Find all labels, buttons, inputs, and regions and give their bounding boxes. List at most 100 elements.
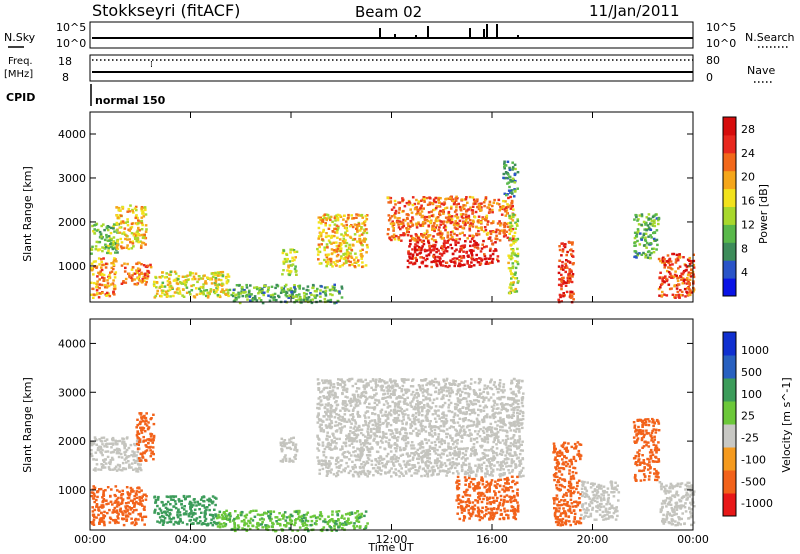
range-gate-cell	[335, 241, 338, 244]
range-gate-cell	[302, 292, 306, 295]
range-gate-cell	[331, 265, 334, 268]
range-gate-cell	[93, 486, 97, 489]
range-gate-cell	[395, 443, 399, 446]
range-gate-cell	[648, 253, 652, 256]
range-gate-cell	[359, 249, 362, 253]
range-gate-cell	[273, 292, 277, 296]
range-gate-cell	[100, 224, 103, 228]
range-gate-cell	[177, 287, 181, 290]
range-gate-cell	[106, 285, 109, 288]
range-gate-cell	[131, 521, 135, 524]
range-gate-cell	[319, 513, 323, 516]
range-gate-cell	[464, 430, 467, 434]
range-gate-cell	[688, 278, 692, 281]
range-gate-cell	[364, 439, 367, 442]
range-gate-cell	[462, 250, 465, 253]
range-gate-cell	[140, 459, 143, 462]
range-gate-cell	[109, 231, 113, 235]
range-gate-cell	[459, 245, 463, 248]
range-gate-cell	[507, 414, 511, 417]
range-gate-cell	[121, 461, 125, 465]
range-gate-cell	[486, 392, 490, 395]
range-gate-cell	[430, 219, 433, 222]
range-gate-cell	[161, 520, 164, 523]
range-gate-cell	[673, 285, 676, 288]
range-gate-cell	[114, 521, 117, 525]
range-gate-cell	[347, 213, 350, 217]
range-gate-cell	[188, 495, 191, 498]
range-gate-cell	[453, 446, 456, 450]
range-gate-cell	[139, 468, 143, 472]
range-gate-cell	[455, 470, 459, 473]
range-gate-cell	[327, 227, 331, 230]
range-gate-cell	[317, 397, 321, 400]
range-gate-cell	[451, 457, 455, 460]
range-gate-cell	[665, 277, 668, 281]
range-gate-cell	[145, 495, 148, 498]
range-gate-cell	[91, 522, 95, 525]
range-gate-cell	[143, 523, 146, 526]
range-gate-cell	[401, 436, 405, 440]
range-gate-cell	[571, 250, 575, 253]
range-gate-cell	[393, 381, 397, 384]
range-gate-cell	[258, 286, 262, 290]
nsky-label: N.Sky	[4, 31, 36, 44]
range-gate-cell	[447, 442, 450, 445]
range-gate-cell	[326, 520, 330, 524]
range-gate-cell	[200, 523, 204, 526]
range-gate-cell	[349, 413, 352, 417]
range-gate-cell	[119, 209, 122, 212]
range-gate-cell	[161, 271, 164, 274]
range-gate-cell	[633, 244, 636, 247]
range-gate-cell	[336, 218, 340, 222]
range-gate-cell	[417, 408, 420, 411]
range-gate-cell	[425, 236, 428, 240]
range-gate-cell	[212, 520, 216, 524]
range-gate-cell	[443, 450, 446, 453]
range-gate-cell	[327, 253, 330, 256]
range-gate-cell	[109, 468, 112, 471]
range-gate-cell	[491, 257, 495, 261]
range-gate-cell	[172, 498, 175, 501]
range-gate-cell	[269, 294, 273, 297]
range-gate-cell	[226, 273, 230, 276]
range-gate-cell	[103, 445, 106, 448]
range-gate-cell	[684, 295, 687, 298]
range-gate-cell	[198, 275, 201, 278]
range-gate-cell	[107, 466, 111, 469]
range-gate-cell	[433, 245, 436, 248]
range-gate-cell	[398, 446, 402, 449]
power-colorbar-swatch	[723, 134, 736, 154]
range-gate-cell	[470, 249, 473, 252]
range-gate-cell	[127, 247, 131, 251]
range-gate-cell	[509, 195, 512, 199]
range-gate-cell	[428, 216, 431, 219]
range-gate-cell	[642, 233, 646, 237]
range-gate-cell	[411, 464, 414, 467]
range-gate-cell	[347, 471, 351, 475]
range-gate-cell	[235, 284, 239, 287]
range-gate-cell	[333, 216, 337, 220]
range-gate-cell	[100, 258, 103, 261]
range-gate-cell	[671, 252, 674, 256]
range-gate-cell	[466, 434, 469, 437]
range-gate-cell	[140, 206, 144, 209]
range-gate-cell	[420, 240, 424, 243]
range-gate-cell	[470, 261, 473, 264]
range-gate-cell	[507, 222, 510, 225]
range-gate-cell	[426, 466, 430, 470]
range-gate-cell	[397, 201, 400, 204]
range-gate-cell	[340, 296, 344, 299]
range-gate-cell	[335, 227, 338, 230]
range-gate-cell	[127, 272, 131, 275]
range-gate-cell	[379, 410, 383, 413]
range-gate-cell	[241, 285, 244, 289]
range-gate-cell	[426, 459, 429, 463]
range-gate-cell	[218, 295, 222, 299]
range-gate-cell	[285, 446, 289, 450]
range-gate-cell	[331, 288, 334, 291]
range-gate-cell	[503, 208, 506, 211]
range-gate-cell	[481, 217, 484, 220]
range-gate-cell	[321, 441, 325, 444]
range-gate-cell	[104, 499, 108, 502]
